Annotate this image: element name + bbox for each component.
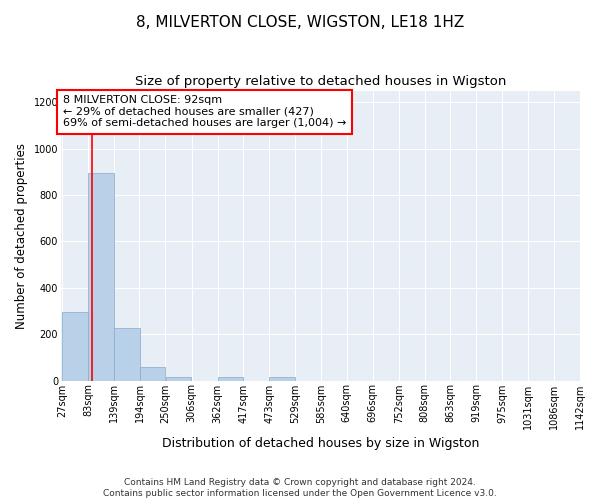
Bar	[269, 377, 295, 380]
Bar	[218, 377, 244, 380]
Y-axis label: Number of detached properties: Number of detached properties	[15, 142, 28, 328]
X-axis label: Distribution of detached houses by size in Wigston: Distribution of detached houses by size …	[162, 437, 479, 450]
Title: Size of property relative to detached houses in Wigston: Size of property relative to detached ho…	[135, 75, 506, 88]
Bar	[88, 173, 114, 380]
Text: 8 MILVERTON CLOSE: 92sqm
← 29% of detached houses are smaller (427)
69% of semi-: 8 MILVERTON CLOSE: 92sqm ← 29% of detach…	[63, 95, 346, 128]
Bar	[114, 328, 140, 380]
Text: 8, MILVERTON CLOSE, WIGSTON, LE18 1HZ: 8, MILVERTON CLOSE, WIGSTON, LE18 1HZ	[136, 15, 464, 30]
Text: Contains HM Land Registry data © Crown copyright and database right 2024.
Contai: Contains HM Land Registry data © Crown c…	[103, 478, 497, 498]
Bar	[62, 312, 88, 380]
Bar	[140, 367, 166, 380]
Bar	[166, 377, 191, 380]
